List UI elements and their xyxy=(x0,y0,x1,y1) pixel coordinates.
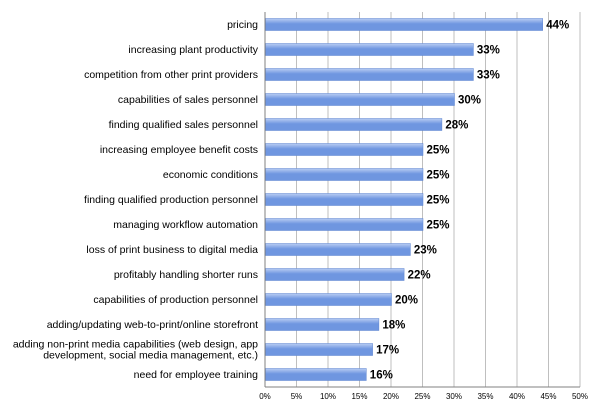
category-label: adding/updating web-to-print/online stor… xyxy=(47,319,258,331)
category-label-line: development, social media management, et… xyxy=(43,350,258,362)
x-tick-label: 40% xyxy=(509,392,525,401)
value-label: 25% xyxy=(427,195,450,207)
x-tick-label: 30% xyxy=(446,392,462,401)
x-tick-label: 10% xyxy=(320,392,336,401)
bar xyxy=(265,68,474,81)
category-label-line: capabilities of sales personnel xyxy=(118,94,258,106)
category-label: need for employee training xyxy=(134,369,258,381)
value-label: 28% xyxy=(445,120,468,132)
category-label-line: managing workflow automation xyxy=(113,219,258,231)
x-tick-label: 0% xyxy=(259,392,271,401)
category-label-line: profitably handling shorter runs xyxy=(114,269,258,281)
bar xyxy=(265,93,455,106)
category-label: competition from other print providers xyxy=(84,69,258,81)
value-label: 20% xyxy=(395,295,418,307)
bar xyxy=(265,243,411,256)
category-label: capabilities of sales personnel xyxy=(118,94,258,106)
x-tick-label: 15% xyxy=(351,392,367,401)
category-label-line: increasing employee benefit costs xyxy=(100,144,258,156)
category-label: pricing xyxy=(227,19,258,31)
bar xyxy=(265,18,543,31)
category-label-line: economic conditions xyxy=(163,169,258,181)
category-label-line: competition from other print providers xyxy=(84,69,258,81)
category-label: economic conditions xyxy=(163,169,258,181)
bar xyxy=(265,43,474,56)
value-label: 25% xyxy=(427,145,450,157)
category-label-line: finding qualified sales personnel xyxy=(109,119,258,131)
bar xyxy=(265,368,367,381)
x-tick-label: 20% xyxy=(383,392,399,401)
bar xyxy=(265,343,373,356)
value-label: 18% xyxy=(382,320,405,332)
x-tick-label: 50% xyxy=(572,392,588,401)
category-label: profitably handling shorter runs xyxy=(114,269,258,281)
category-label: managing workflow automation xyxy=(113,219,258,231)
bar xyxy=(265,168,424,181)
value-label: 16% xyxy=(370,370,393,382)
x-tick-labels: 0% 5% 10% 15% 20% 25% 30% 35% 40% 45% 50% xyxy=(259,392,588,401)
bar xyxy=(265,318,380,331)
category-label-line: adding/updating web-to-print/online stor… xyxy=(47,319,258,331)
bar xyxy=(265,218,424,231)
bar xyxy=(265,143,424,156)
category-label: adding non-print media capabilities (web… xyxy=(13,339,258,362)
category-label-line: need for employee training xyxy=(134,369,258,381)
x-tick-label: 25% xyxy=(414,392,430,401)
axes xyxy=(264,12,580,388)
category-label-line: increasing plant productivity xyxy=(128,44,258,56)
value-label: 17% xyxy=(376,345,399,357)
category-label-line: pricing xyxy=(227,19,258,31)
category-label-line: loss of print business to digital media xyxy=(86,244,258,256)
category-label: finding qualified production personnel xyxy=(84,194,258,206)
category-label-line: capabilities of production personnel xyxy=(93,294,258,306)
category-label: increasing employee benefit costs xyxy=(100,144,258,156)
category-label: finding qualified sales personnel xyxy=(109,119,258,131)
bar xyxy=(265,268,405,281)
value-label: 33% xyxy=(477,70,500,82)
category-label-line: adding non-print media capabilities (web… xyxy=(13,339,258,351)
bar xyxy=(265,193,424,206)
x-tick-label: 35% xyxy=(477,392,493,401)
value-labels: 44% 33% 33% 30% 28% 25% 25% 25% 25% 23% 22% 20% 18% 1… xyxy=(370,20,569,382)
category-label-line: finding qualified production personnel xyxy=(84,194,258,206)
x-tick-label: 5% xyxy=(291,392,303,401)
category-label: loss of print business to digital media xyxy=(86,244,258,256)
value-label: 33% xyxy=(477,45,500,57)
category-label: capabilities of production personnel xyxy=(93,294,258,306)
bars xyxy=(265,18,543,381)
value-label: 44% xyxy=(546,20,569,32)
bar xyxy=(265,293,392,306)
x-tick-label: 45% xyxy=(540,392,556,401)
value-label: 22% xyxy=(408,270,431,282)
value-label: 25% xyxy=(427,170,450,182)
value-label: 23% xyxy=(414,245,437,257)
category-label: increasing plant productivity xyxy=(128,44,258,56)
category-labels: pricing increasing plant productivity comp… xyxy=(13,19,259,381)
value-label: 25% xyxy=(427,220,450,232)
value-label: 30% xyxy=(458,95,481,107)
bar xyxy=(265,118,443,131)
